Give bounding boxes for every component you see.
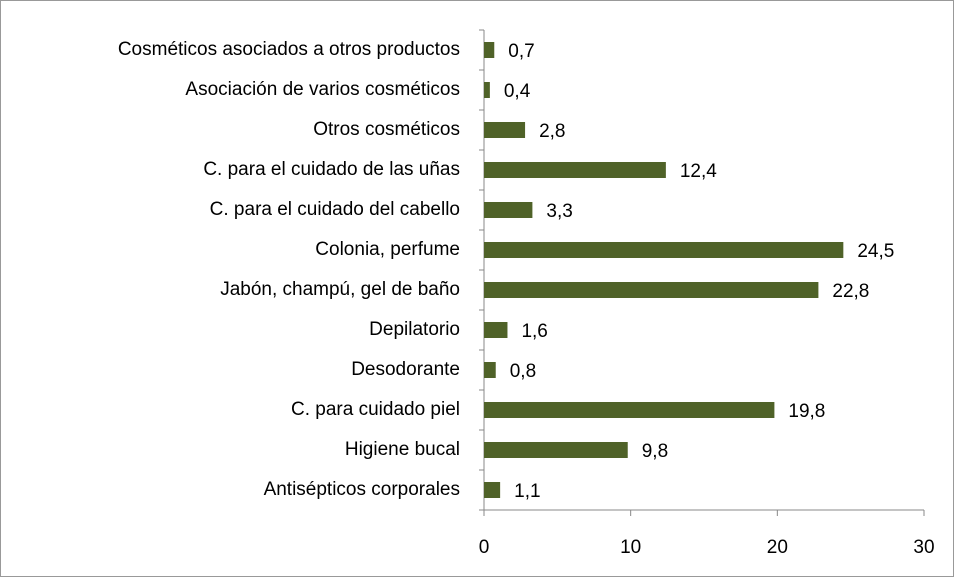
bar	[484, 362, 496, 378]
bar	[484, 242, 844, 258]
y-tick-label: C. para cuidado piel	[291, 399, 460, 420]
bar	[484, 162, 666, 178]
bar	[484, 82, 490, 98]
x-tick-label: 0	[479, 537, 490, 558]
y-tick-label: Otros cosméticos	[313, 119, 460, 140]
bar	[484, 442, 628, 458]
data-label: 0,7	[508, 41, 534, 62]
bar	[484, 202, 533, 218]
y-tick-label: Asociación de varios cosméticos	[185, 79, 460, 100]
data-label: 19,8	[788, 401, 825, 422]
y-tick-label: Colonia, perfume	[315, 239, 460, 260]
bar	[484, 482, 501, 498]
data-label: 0,8	[510, 361, 536, 382]
x-tick-label: 30	[913, 537, 934, 558]
data-label: 0,4	[504, 81, 531, 102]
data-label: 9,8	[642, 441, 668, 462]
y-tick-label: C. para el cuidado del cabello	[210, 199, 460, 220]
bar	[484, 322, 508, 338]
y-tick-label: Desodorante	[351, 359, 460, 380]
y-tick-label: Higiene bucal	[345, 439, 460, 460]
bar	[484, 42, 495, 58]
y-tick-label: Cosméticos asociados a otros productos	[118, 39, 460, 60]
data-label: 24,5	[857, 241, 894, 262]
y-tick-label: Depilatorio	[369, 319, 460, 340]
x-tick-label: 10	[620, 537, 641, 558]
y-tick-label: Antisépticos corporales	[264, 479, 460, 500]
data-label: 3,3	[546, 201, 572, 222]
x-tick-label: 20	[767, 537, 788, 558]
data-label: 1,1	[514, 481, 540, 502]
y-tick-label: C. para el cuidado de las uñas	[203, 159, 460, 180]
bar	[484, 282, 819, 298]
data-label: 2,8	[539, 121, 565, 142]
bar	[484, 402, 775, 418]
data-label: 22,8	[832, 281, 869, 302]
bar	[484, 122, 526, 138]
data-label: 12,4	[680, 161, 717, 182]
data-label: 1,6	[521, 321, 547, 342]
y-tick-label: Jabón, champú, gel de baño	[220, 279, 460, 300]
